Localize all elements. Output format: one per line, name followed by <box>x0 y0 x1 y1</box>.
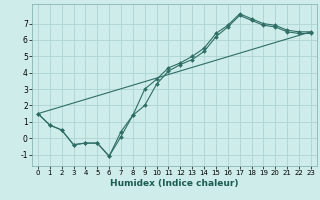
X-axis label: Humidex (Indice chaleur): Humidex (Indice chaleur) <box>110 179 239 188</box>
